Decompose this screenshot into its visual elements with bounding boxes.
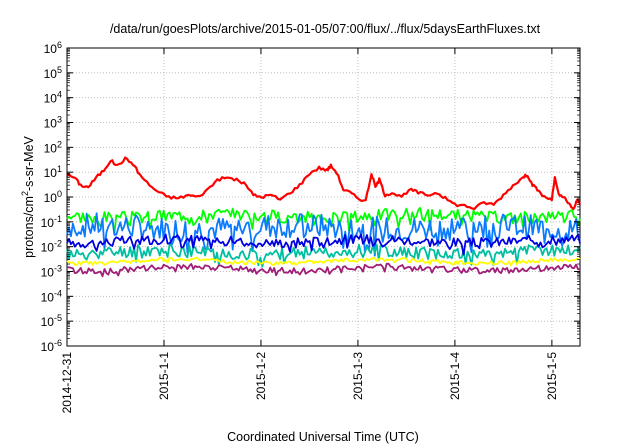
y-tick-label-base: 10 bbox=[44, 141, 58, 155]
x-tick-label: 2015-1-5 bbox=[545, 352, 559, 400]
series-line-1 bbox=[66, 206, 581, 235]
y-axis-label: protons/cm2-s-sr-MeV bbox=[20, 135, 36, 257]
y-tick-label-exp: -4 bbox=[54, 288, 62, 298]
y-tick-label-base: 10 bbox=[41, 241, 55, 255]
series-line-6 bbox=[67, 262, 581, 278]
y-tick-label-exp: 0 bbox=[57, 189, 62, 199]
y-tick-label: 101 bbox=[44, 164, 62, 180]
y-tick-label-base: 10 bbox=[41, 290, 55, 304]
series-layer bbox=[66, 156, 582, 278]
series-line-2 bbox=[66, 212, 581, 257]
chart-title: /data/run/goesPlots/archive/2015-01-05/0… bbox=[110, 22, 541, 36]
y-tick-label: 10-6 bbox=[41, 338, 62, 354]
x-tick-label: 2015-1-2 bbox=[254, 352, 268, 400]
y-axis-label-rest: -s-sr-MeV bbox=[22, 135, 36, 191]
y-tick-label-exp: -5 bbox=[54, 313, 62, 323]
y-tick-label-exp: 3 bbox=[57, 115, 62, 125]
series-line-4 bbox=[66, 233, 581, 256]
y-tick-label: 102 bbox=[44, 139, 62, 155]
y-tick-label-base: 10 bbox=[41, 266, 55, 280]
y-tick-label-exp: -2 bbox=[54, 239, 62, 249]
y-tick-label-exp: 1 bbox=[57, 164, 62, 174]
y-tick-label-exp: 6 bbox=[57, 40, 62, 50]
y-tick-label-base: 10 bbox=[44, 117, 58, 131]
y-tick-label-base: 10 bbox=[41, 340, 55, 354]
y-tick-label: 10-4 bbox=[41, 288, 62, 304]
y-tick-label: 105 bbox=[44, 65, 62, 81]
x-tick-label: 2015-1-1 bbox=[157, 352, 171, 400]
y-tick-label: 103 bbox=[44, 115, 62, 131]
y-axis-label-base: protons/cm bbox=[22, 196, 36, 258]
y-tick-label-exp: -3 bbox=[54, 264, 62, 274]
y-tick-label: 106 bbox=[44, 40, 62, 56]
y-tick-label-exp: 4 bbox=[57, 90, 62, 100]
y-tick-label: 10-5 bbox=[41, 313, 62, 329]
y-tick-label: 104 bbox=[44, 90, 62, 106]
series-line-3 bbox=[66, 243, 581, 268]
y-tick-label-exp: 5 bbox=[57, 65, 62, 75]
x-tick-label: 2015-1-3 bbox=[351, 352, 365, 400]
y-tick-label-base: 10 bbox=[44, 92, 58, 106]
x-axis-label: Coordinated Universal Time (UTC) bbox=[227, 430, 419, 444]
y-tick-label-base: 10 bbox=[44, 166, 58, 180]
y-tick-label-base: 10 bbox=[44, 191, 58, 205]
series-line-5 bbox=[66, 256, 581, 267]
y-tick-label-base: 10 bbox=[41, 216, 55, 230]
y-axis-label-sup: 2 bbox=[20, 191, 30, 196]
y-tick-label: 10-1 bbox=[41, 214, 62, 230]
y-tick-label-base: 10 bbox=[44, 42, 58, 56]
y-tick-label-base: 10 bbox=[41, 315, 55, 329]
y-tick-label-base: 10 bbox=[44, 67, 58, 81]
series-line-0 bbox=[66, 156, 582, 211]
y-tick-label: 10-2 bbox=[41, 239, 62, 255]
x-tick-label: 2015-1-4 bbox=[448, 352, 462, 400]
x-tick-label: 2014-12-31 bbox=[60, 352, 74, 414]
y-tick-label-exp: -1 bbox=[54, 214, 62, 224]
y-tick-label-exp: -6 bbox=[54, 338, 62, 348]
y-tick-label-exp: 2 bbox=[57, 139, 62, 149]
y-tick-label: 10-3 bbox=[41, 264, 62, 280]
axis-layer: 10-610-510-410-310-210-11001011021031041… bbox=[41, 40, 580, 413]
y-tick-label: 100 bbox=[44, 189, 62, 205]
